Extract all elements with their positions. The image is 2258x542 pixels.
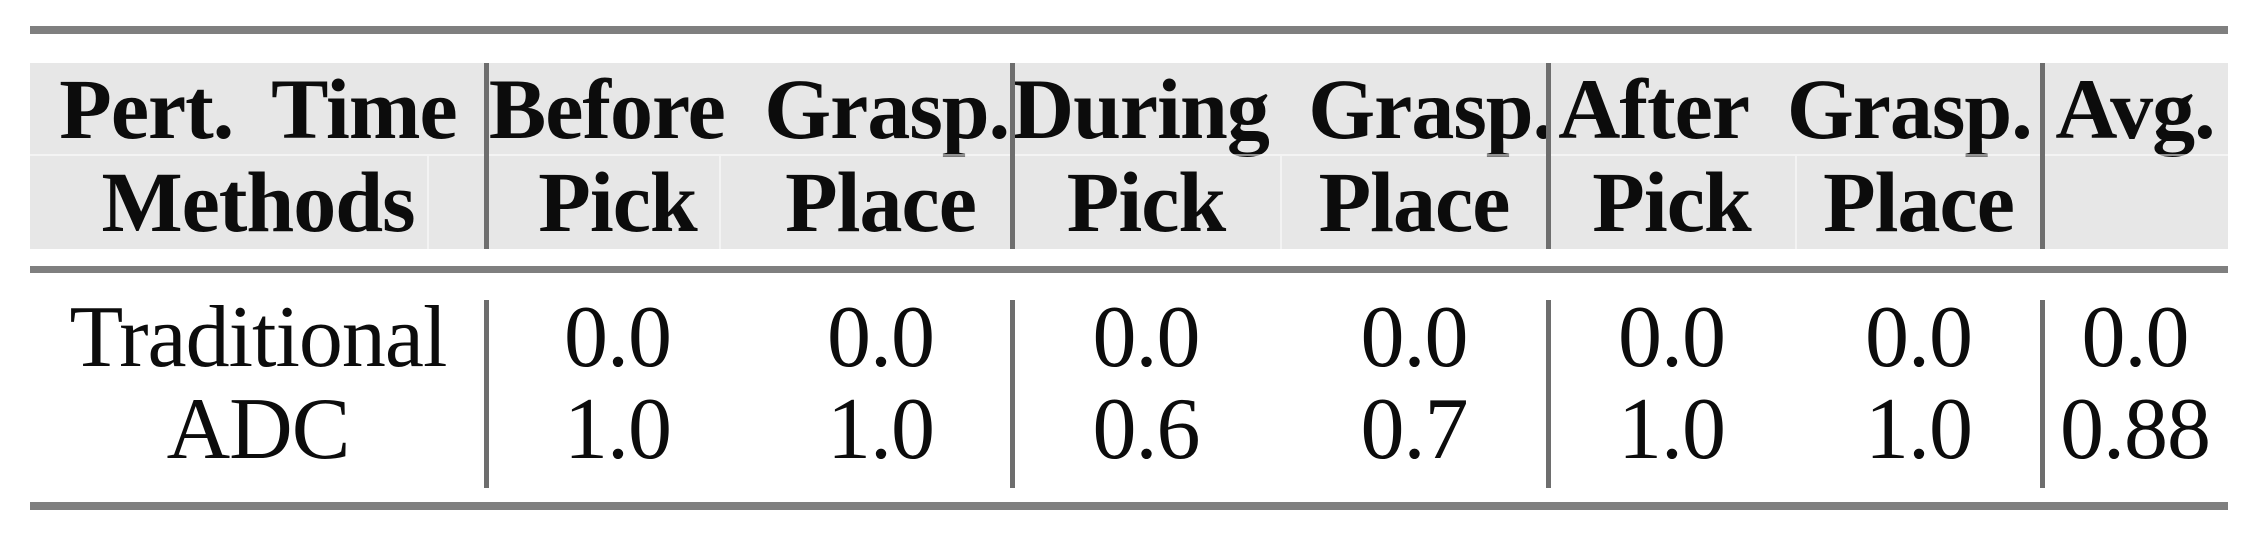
table-row-adc: ADC 1.0 1.0 0.6 0.7 1.0 1.0 0.88 [30, 384, 2228, 476]
value-during-pick: 0.0 [1092, 289, 1201, 386]
table-top-rule [30, 26, 2228, 34]
column-divider [484, 63, 489, 249]
header-before-pick: Pick [538, 154, 697, 250]
column-divider [1010, 63, 1015, 249]
value-before-place: 0.0 [827, 289, 935, 386]
header-during-place: Place [1318, 154, 1511, 250]
header-after-place: Place [1823, 154, 2015, 250]
header-cell-divider [719, 156, 721, 249]
table-header: Pert. Time Before Grasp. During Grasp. A… [30, 63, 2228, 249]
value-before-place: 1.0 [827, 381, 935, 478]
column-divider [2040, 63, 2045, 249]
value-after-place: 0.0 [1865, 289, 1973, 386]
table-row-traditional: Traditional 0.0 0.0 0.0 0.0 0.0 0.0 0.0 [30, 292, 2228, 384]
value-after-place: 1.0 [1865, 381, 1973, 478]
table-bottom-rule [30, 502, 2228, 510]
header-row-divider [30, 154, 2228, 156]
header-cell-divider [1280, 156, 1282, 249]
header-after-grasp: After Grasp. [1558, 61, 2032, 157]
column-divider [2040, 300, 2045, 488]
header-pert-time: Pert. Time [59, 61, 457, 157]
value-during-pick: 0.6 [1092, 381, 1201, 478]
value-avg: 0.0 [2081, 289, 2190, 386]
method-label: Traditional [69, 289, 448, 386]
header-before-place: Place [785, 154, 977, 250]
header-avg: Avg. [2055, 61, 2215, 157]
value-before-pick: 1.0 [564, 381, 672, 478]
column-divider [1546, 63, 1551, 249]
column-divider [1010, 300, 1015, 488]
column-divider [484, 300, 489, 488]
value-avg: 0.88 [2060, 381, 2211, 478]
value-before-pick: 0.0 [564, 289, 672, 386]
header-subcolumn-row: Methods Pick Place Pick Place Pick Place [30, 156, 2228, 249]
header-during-grasp: During Grasp. [1012, 61, 1554, 157]
method-label: ADC [166, 381, 351, 478]
table-mid-rule [30, 266, 2228, 273]
table-body: Traditional 0.0 0.0 0.0 0.0 0.0 0.0 0.0 … [30, 273, 2228, 502]
header-group-row: Pert. Time Before Grasp. During Grasp. A… [30, 63, 2228, 156]
header-cell-divider [1795, 156, 1797, 249]
header-during-pick: Pick [1066, 154, 1226, 250]
value-during-place: 0.0 [1360, 289, 1469, 386]
value-during-place: 0.7 [1360, 381, 1469, 478]
value-after-pick: 0.0 [1618, 289, 1726, 386]
header-after-pick: Pick [1592, 154, 1751, 250]
header-before-grasp: Before Grasp. [488, 61, 1010, 157]
header-cell-divider [427, 156, 429, 249]
value-after-pick: 1.0 [1618, 381, 1726, 478]
column-divider [1546, 300, 1551, 488]
header-methods: Methods [101, 154, 415, 250]
